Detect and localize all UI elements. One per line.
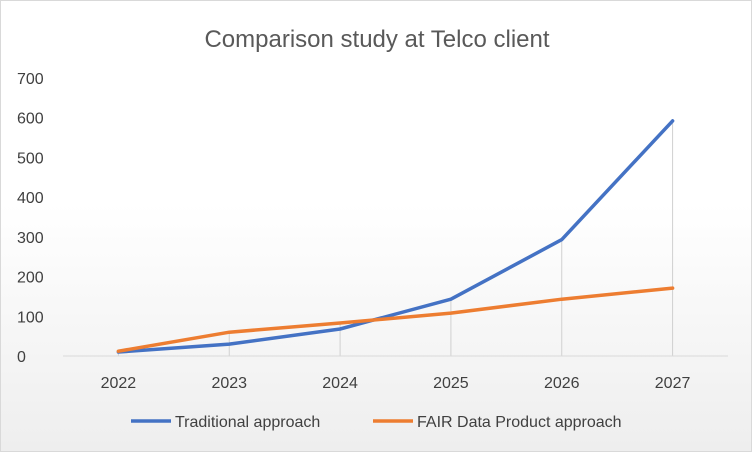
legend-label: Traditional approach [175,414,320,431]
y-tick-label: 600 [17,111,44,128]
y-tick-label: 100 [17,309,44,326]
legend-label: FAIR Data Product approach [417,414,622,431]
y-tick-label: 300 [17,230,44,247]
x-tick-label: 2024 [322,375,358,392]
x-tick-label: 2026 [544,375,580,392]
y-tick-label: 0 [17,349,26,366]
series-lines [116,119,675,354]
x-axis-ticks: 2022 2023 2024 2025 2026 2027 [101,375,691,392]
x-tick-label: 2022 [101,375,137,392]
y-tick-label: 500 [17,150,44,167]
x-tick-label: 2027 [655,375,691,392]
y-tick-label: 700 [17,71,44,88]
x-tick-label: 2025 [433,375,469,392]
y-tick-label: 200 [17,270,44,287]
y-tick-label: 400 [17,190,44,207]
legend: Traditional approach FAIR Data Product ap… [131,414,622,431]
x-tick-label: 2023 [211,375,247,392]
drop-lines [117,120,674,356]
series-line-2 [116,286,675,353]
chart-title: Comparison study at Telco client [204,26,549,53]
y-axis-ticks: 0 100 200 300 400 500 600 700 [17,71,44,366]
series-line-1 [116,119,675,354]
